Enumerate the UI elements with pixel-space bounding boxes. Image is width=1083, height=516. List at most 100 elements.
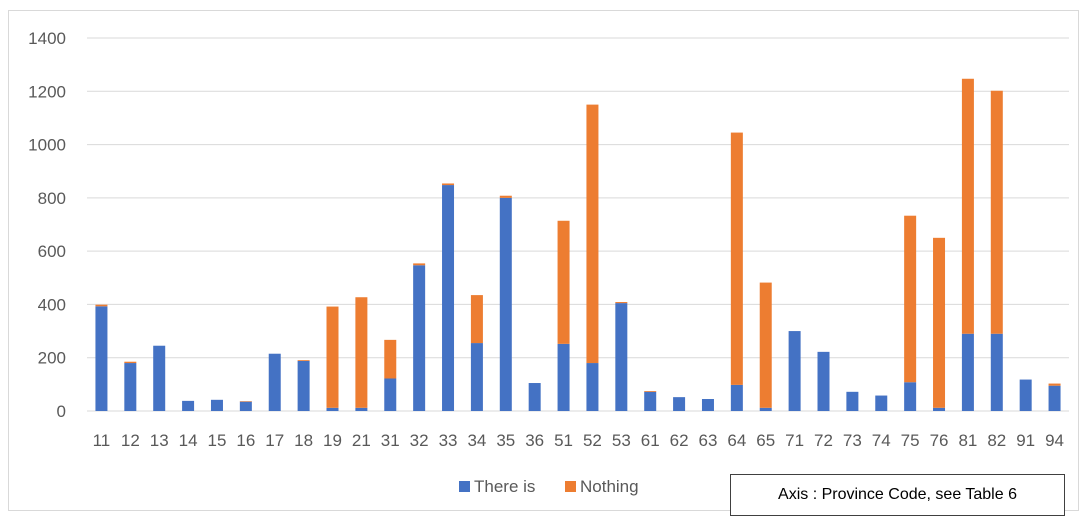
x-tick-label: 21 (352, 431, 371, 450)
chart-frame: 0 200 400 600 800 1000 1200 1400 11 12 13 14 15 16 17… (8, 10, 1079, 516)
bar-there-is (904, 382, 917, 411)
bar-there-is (210, 399, 223, 411)
bar-there-is (499, 197, 512, 411)
bar-there-is (875, 395, 888, 411)
y-axis-ticks: 0 200 400 600 800 1000 1200 1400 (28, 29, 66, 421)
x-tick-label: 11 (93, 431, 111, 450)
bar-there-is (326, 407, 339, 411)
bar-nothing (990, 90, 1003, 334)
bar-nothing (326, 306, 339, 408)
bar-there-is (615, 303, 628, 411)
bar-there-is (95, 306, 108, 411)
bar-nothing (730, 132, 743, 385)
x-tick-label: 74 (872, 431, 891, 450)
bar-there-is (470, 343, 483, 411)
x-axis-ticks: 11 12 13 14 15 16 17 18 19 21 31 32 33 34 35 36 51 52 53 61… (93, 431, 1064, 450)
bar-nothing (442, 183, 455, 186)
bar-there-is (933, 407, 946, 411)
bar-nothing (355, 297, 368, 408)
bar-there-is (644, 391, 657, 411)
bar-nothing (586, 104, 599, 364)
legend-swatch (565, 481, 576, 492)
bar-there-is (384, 378, 397, 411)
y-tick-label: 800 (38, 189, 66, 208)
x-tick-label: 13 (150, 431, 169, 450)
x-tick-label: 51 (554, 431, 573, 450)
bar-nothing (615, 302, 628, 304)
bar-there-is (586, 363, 599, 411)
bar-nothing (904, 215, 917, 383)
stacked-bar-chart: 0 200 400 600 800 1000 1200 1400 11 12 13 14 15 16 17… (28, 29, 1069, 496)
bar-nothing (297, 360, 310, 361)
bar-there-is (759, 407, 772, 411)
bar-there-is (557, 343, 570, 411)
bar-there-is (1019, 379, 1032, 411)
bar-there-is (990, 333, 1003, 411)
x-tick-label: 75 (901, 431, 920, 450)
bars (95, 78, 1061, 411)
legend-label: There is (474, 477, 535, 496)
y-tick-label: 1200 (28, 82, 66, 101)
bar-there-is (730, 384, 743, 411)
x-tick-label: 15 (208, 431, 227, 450)
legend-swatch (459, 481, 470, 492)
x-tick-label: 71 (785, 431, 804, 450)
bar-there-is (182, 400, 195, 411)
x-tick-label: 53 (612, 431, 631, 450)
bar-nothing (961, 78, 974, 334)
bar-nothing (759, 282, 772, 408)
x-tick-label: 17 (265, 431, 284, 450)
x-tick-label: 19 (323, 431, 342, 450)
x-tick-label: 35 (496, 431, 515, 450)
x-tick-label: 32 (410, 431, 429, 450)
bar-nothing (239, 401, 252, 402)
bar-there-is (846, 391, 859, 411)
x-tick-label: 94 (1045, 431, 1064, 450)
axis-annotation: Axis : Province Code, see Table 6 (730, 474, 1065, 516)
gridlines (87, 37, 1069, 412)
x-tick-label: 16 (236, 431, 255, 450)
x-tick-label: 52 (583, 431, 602, 450)
x-tick-label: 33 (439, 431, 458, 450)
x-tick-label: 31 (381, 431, 400, 450)
bar-nothing (644, 391, 657, 392)
x-tick-label: 82 (987, 431, 1006, 450)
x-tick-label: 73 (843, 431, 862, 450)
y-tick-label: 200 (38, 349, 66, 368)
x-tick-label: 34 (467, 431, 486, 450)
y-tick-label: 400 (38, 295, 66, 314)
y-tick-label: 1000 (28, 136, 66, 155)
y-tick-label: 0 (57, 402, 66, 421)
y-tick-label: 1400 (28, 29, 66, 48)
x-tick-label: 91 (1016, 431, 1035, 450)
bar-there-is (701, 399, 714, 411)
bar-there-is (413, 265, 426, 411)
bar-there-is (1048, 385, 1061, 411)
y-tick-label: 600 (38, 242, 66, 261)
bar-there-is (239, 401, 252, 411)
x-tick-label: 61 (641, 431, 660, 450)
bar-nothing (470, 295, 483, 344)
bar-there-is (528, 383, 541, 411)
bar-nothing (384, 339, 397, 379)
x-tick-label: 76 (930, 431, 949, 450)
bar-nothing (95, 304, 108, 307)
x-tick-label: 63 (699, 431, 718, 450)
bar-there-is (153, 345, 166, 411)
x-tick-label: 12 (121, 431, 140, 450)
legend: There is Nothing (459, 477, 639, 496)
bar-nothing (413, 263, 426, 266)
bar-nothing (499, 195, 512, 198)
bar-there-is (788, 331, 801, 411)
bar-there-is (355, 407, 368, 411)
x-tick-label: 65 (756, 431, 775, 450)
x-tick-label: 62 (670, 431, 689, 450)
x-tick-label: 72 (814, 431, 833, 450)
bar-there-is (268, 353, 281, 411)
x-tick-label: 36 (525, 431, 544, 450)
bar-there-is (673, 397, 686, 411)
bar-there-is (442, 185, 455, 411)
bar-nothing (1048, 383, 1061, 386)
bar-there-is (817, 351, 830, 411)
bar-there-is (297, 360, 310, 411)
